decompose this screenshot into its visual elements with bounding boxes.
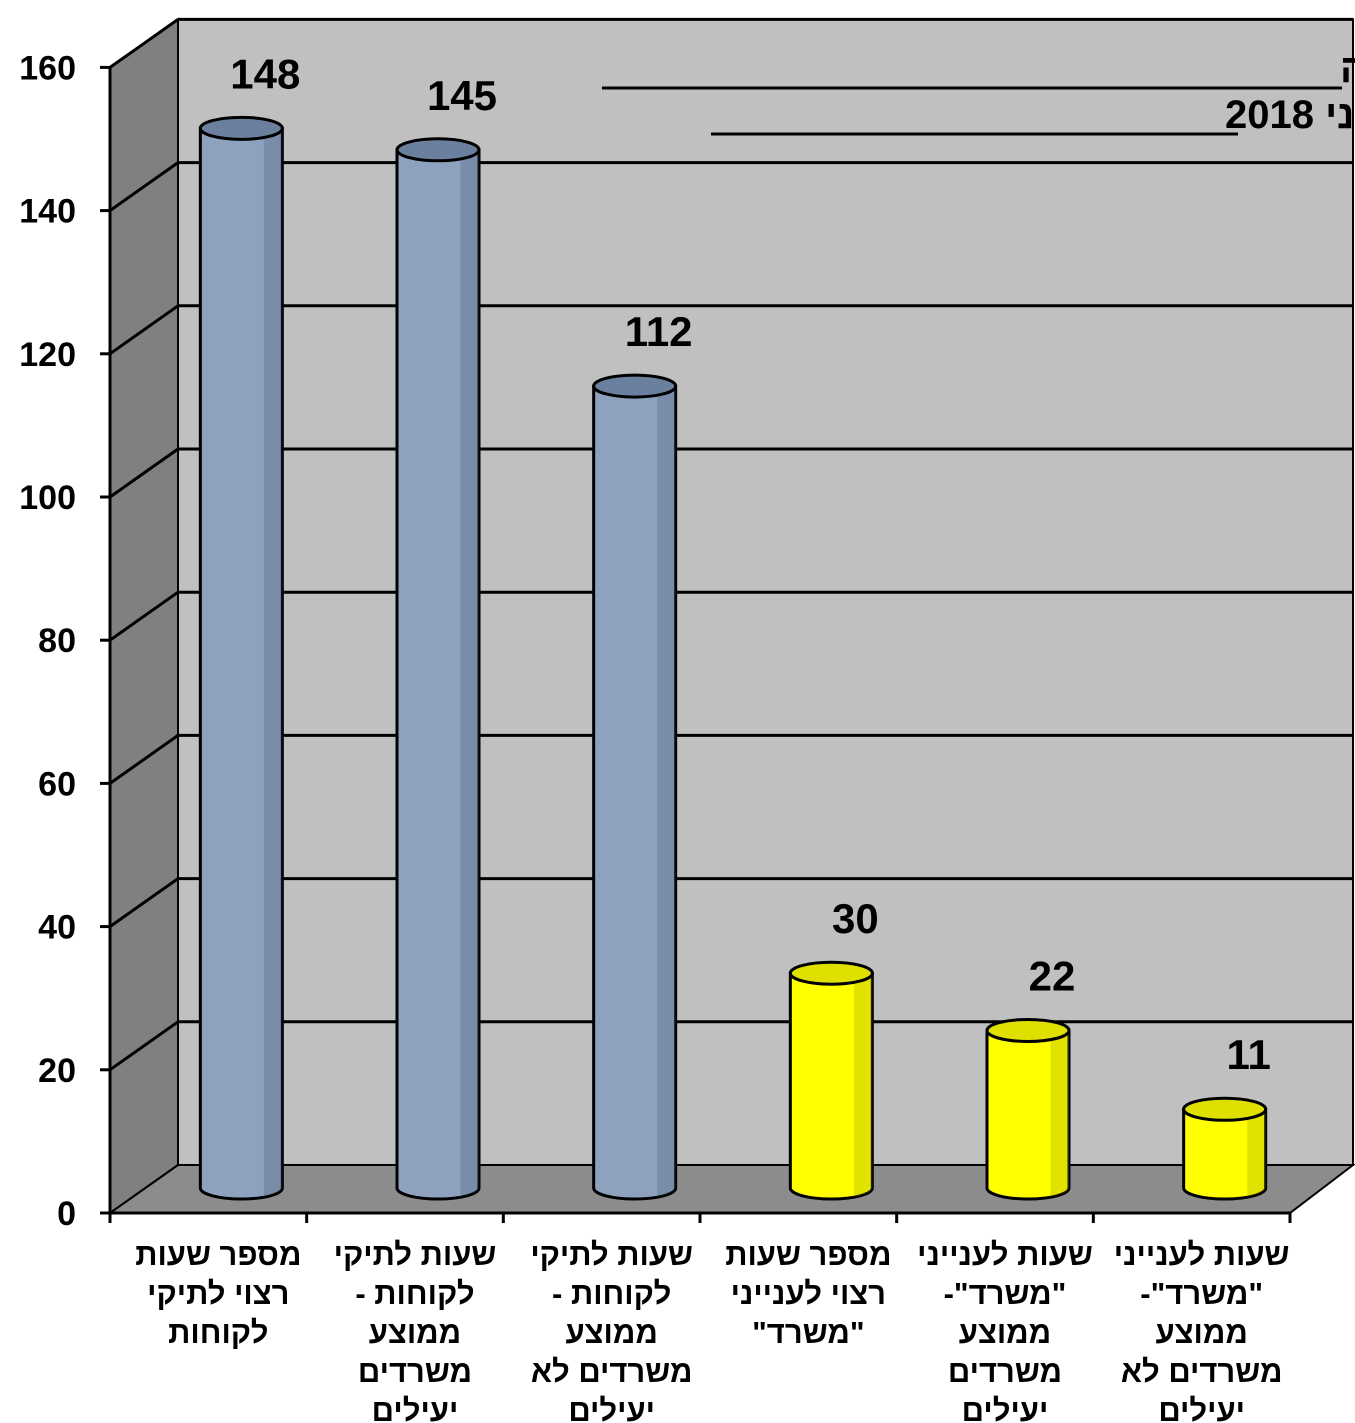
category-label-line: יעילים bbox=[372, 1393, 459, 1423]
category-label-line: יעילים bbox=[568, 1393, 655, 1423]
y-tick-label: 80 bbox=[38, 622, 76, 660]
category-label-line: ממוצע bbox=[565, 1315, 657, 1350]
category-label-line: ממוצע bbox=[369, 1315, 461, 1350]
category-label: שעות לענייני "משרד"- ממוצע משרדים לא יעילים bbox=[1114, 1237, 1290, 1423]
category-label-line: "משרד"- bbox=[1140, 1276, 1263, 1311]
y-tick-label: 140 bbox=[19, 193, 76, 231]
bar-shade bbox=[460, 149, 479, 1197]
category-label-line: יעילים bbox=[962, 1393, 1049, 1423]
bar-shade bbox=[263, 128, 283, 1197]
category-label: שעות לתיקי לקוחות - ממוצע משרדים יעילים bbox=[334, 1237, 497, 1423]
bar-shade bbox=[853, 973, 873, 1197]
category-label-line: ממוצע bbox=[1155, 1315, 1247, 1350]
data-label: 148 bbox=[230, 50, 300, 97]
chart-title: שעות חודשיות של עורך דין במשרה מלאה bbox=[1340, 47, 1355, 91]
category-label-line: לקוחות bbox=[168, 1315, 268, 1350]
category-label-line: מספר שעות bbox=[725, 1237, 891, 1272]
y-tick-label: 100 bbox=[19, 479, 76, 517]
y-tick-label: 40 bbox=[38, 909, 76, 947]
gridline-side bbox=[109, 18, 179, 69]
category-label: מספר שעות רצוי לתיקי לקוחות bbox=[135, 1237, 301, 1350]
category-label-line: משרדים לא bbox=[1121, 1354, 1283, 1389]
bar-top bbox=[592, 373, 678, 399]
data-label: 30 bbox=[832, 895, 879, 942]
bar-body bbox=[1182, 1107, 1268, 1201]
bar-body bbox=[788, 971, 874, 1201]
category-label-line: ממוצע bbox=[959, 1315, 1051, 1350]
bar bbox=[985, 1017, 1071, 1201]
category-label-line: משרדים לא bbox=[531, 1354, 693, 1389]
gridline-side bbox=[109, 447, 179, 499]
y-tick-label: 60 bbox=[38, 765, 76, 803]
bar bbox=[592, 373, 678, 1201]
category-label-line: שעות לענייני bbox=[1114, 1237, 1290, 1272]
bars bbox=[198, 115, 1268, 1201]
category-label-line: שעות לתיקי bbox=[334, 1237, 497, 1272]
gridline-side bbox=[109, 877, 179, 928]
bar-body bbox=[198, 126, 284, 1201]
y-tick-label: 0 bbox=[57, 1195, 76, 1233]
category-label-line: לקוחות - bbox=[552, 1276, 671, 1311]
data-label: 11 bbox=[1226, 1031, 1270, 1078]
category-label: שעות לענייני "משרד"- ממוצע משרדים יעילים bbox=[917, 1237, 1093, 1423]
category-label-line: לקוחות - bbox=[355, 1276, 474, 1311]
category-label-line: משרדים bbox=[358, 1354, 472, 1389]
category-label-line: רצוי לענייני bbox=[731, 1276, 886, 1311]
bar-body bbox=[592, 384, 678, 1201]
bar-shade bbox=[1247, 1109, 1266, 1197]
bar bbox=[1182, 1096, 1268, 1201]
y-tick-label: 160 bbox=[19, 49, 76, 87]
gridlines bbox=[109, 17, 1353, 1072]
category-label-line: רצוי לתיקי bbox=[147, 1276, 289, 1311]
gridline-side bbox=[109, 734, 179, 785]
data-label: 145 bbox=[427, 72, 497, 119]
category-label-line: שעות לתיקי bbox=[530, 1237, 693, 1272]
bar-top bbox=[1182, 1096, 1268, 1122]
bar-top bbox=[985, 1017, 1071, 1043]
gridline-side bbox=[109, 1020, 179, 1072]
bar-top bbox=[198, 115, 284, 141]
chart-walls bbox=[106, 17, 1355, 1215]
chart-subtitle: מקור GLawBAL יוני 2018 bbox=[1225, 93, 1355, 137]
data-label: 22 bbox=[1029, 952, 1076, 999]
bar bbox=[198, 115, 284, 1201]
category-label: מספר שעות רצוי לענייני "משרד" bbox=[725, 1237, 891, 1350]
category-label-line: "משרד" bbox=[752, 1315, 864, 1350]
category-label-line: יעילים bbox=[1158, 1393, 1245, 1423]
category-label-line: משרדים bbox=[948, 1354, 1062, 1389]
chart-title-group: שעות חודשיות של עורך דין במשרה מלאה מקור… bbox=[602, 47, 1355, 137]
bar-body bbox=[395, 148, 481, 1201]
category-label-line: שעות לענייני bbox=[917, 1237, 1093, 1272]
bar-shade bbox=[1050, 1030, 1069, 1197]
floor bbox=[106, 1164, 1355, 1214]
data-labels: 148 145 112 30 22 11 bbox=[230, 50, 1271, 1078]
category-label-line: "משרד"- bbox=[944, 1276, 1067, 1311]
gridline-side bbox=[109, 304, 179, 356]
bar-shade bbox=[657, 386, 676, 1197]
bar-top bbox=[788, 960, 874, 986]
category-label-line: מספר שעות bbox=[135, 1237, 301, 1272]
bar bbox=[395, 137, 481, 1201]
y-tick-label: 120 bbox=[19, 336, 76, 374]
gridline-side bbox=[109, 161, 179, 212]
data-label: 112 bbox=[625, 308, 693, 355]
bar bbox=[788, 960, 874, 1201]
category-label: שעות לתיקי לקוחות - ממוצע משרדים לא יעילים bbox=[530, 1237, 693, 1423]
bar-top bbox=[395, 137, 481, 163]
bar-body bbox=[985, 1028, 1071, 1201]
y-tick-label: 20 bbox=[38, 1052, 76, 1090]
category-labels: מספר שעות רצוי לתיקי לקוחות שעות לתיקי לקוחו… bbox=[135, 1237, 1289, 1423]
gridline-side bbox=[109, 590, 179, 642]
y-axis: 0 20 40 60 80 100 120 140 160 bbox=[19, 49, 1292, 1233]
